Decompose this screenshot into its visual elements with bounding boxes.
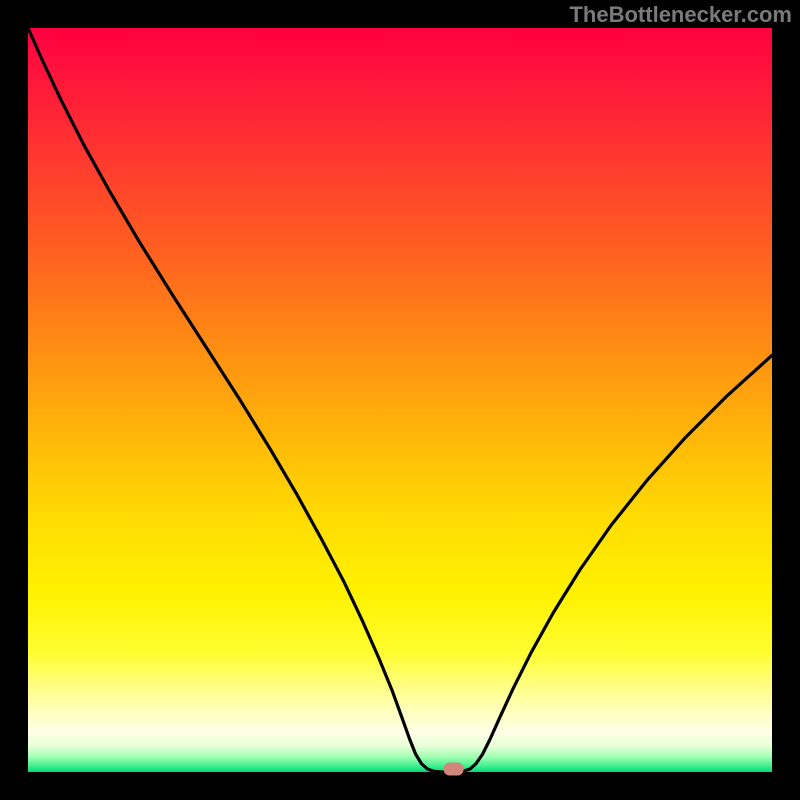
chart-container: { "watermark": { "text": "TheBottlenecke… — [0, 0, 800, 800]
bottleneck-chart — [0, 0, 800, 800]
plot-background — [28, 28, 772, 772]
optimal-point-marker — [444, 763, 464, 776]
watermark-text: TheBottlenecker.com — [569, 2, 792, 28]
